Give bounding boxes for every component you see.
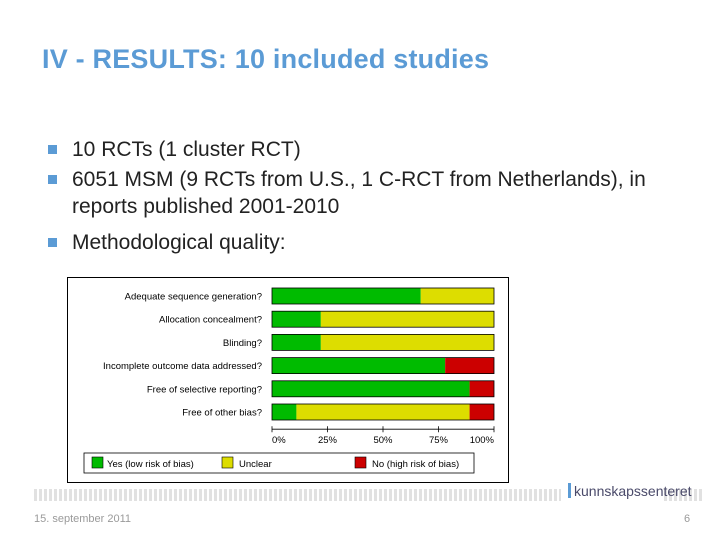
footer-date: 15. september 2011 <box>34 513 132 525</box>
legend-label: No (high risk of bias) <box>372 459 459 470</box>
bar-outline <box>271 310 495 328</box>
x-tick-label: 50% <box>373 435 393 446</box>
bullet-text: 10 RCTs (1 cluster RCT) <box>72 138 301 161</box>
risk-of-bias-chart: Adequate sequence generation? Allocation … <box>67 277 509 483</box>
x-tick-label: 0% <box>272 435 286 446</box>
bar-segment-0 <box>272 288 421 304</box>
bar-segment-2 <box>469 404 494 420</box>
category-label: Adequate sequence generation? <box>125 292 262 303</box>
bar-segment-0 <box>272 404 297 420</box>
bar-segment-2 <box>469 380 494 397</box>
bullet-square-icon <box>48 238 57 247</box>
legend-swatch <box>221 456 234 469</box>
x-tick-label: 25% <box>318 435 338 446</box>
x-tick-label: 100% <box>470 435 495 446</box>
bar-segment-0 <box>272 357 446 374</box>
bullet-item: Methodological quality: <box>48 229 708 256</box>
logo-mark-icon <box>568 483 571 498</box>
bullet-item: 10 RCTs (1 cluster RCT) <box>48 136 708 163</box>
legend-swatch <box>91 456 104 469</box>
logo: kunnskapssenteret <box>568 483 692 499</box>
bullet-text: Methodological quality: <box>72 231 286 254</box>
x-tick-label: 75% <box>429 435 449 446</box>
bar-segment-1 <box>296 404 470 420</box>
bar-outline <box>271 403 495 421</box>
category-label: Allocation concealment? <box>159 315 262 326</box>
footer-pattern-bar <box>34 489 561 501</box>
legend-box <box>83 452 475 474</box>
logo-text: kunnskapssenteret <box>574 483 692 499</box>
bar-outline <box>271 357 495 374</box>
legend-swatch <box>354 456 367 469</box>
category-label: Free of selective reporting? <box>147 384 262 395</box>
bullet-text: 6051 MSM (9 RCTs from U.S., 1 C-RCT from… <box>72 168 646 218</box>
bar-outline <box>271 380 495 398</box>
bar-segment-1 <box>320 311 494 328</box>
bar-segment-1 <box>420 288 494 304</box>
page-number: 6 <box>684 513 691 525</box>
bar-segment-0 <box>272 311 321 328</box>
legend-label: Yes (low risk of bias) <box>107 459 194 470</box>
category-label: Blinding? <box>223 338 262 349</box>
bullet-square-icon <box>48 145 57 154</box>
bar-segment-2 <box>445 357 494 374</box>
bar-segment-0 <box>272 380 470 397</box>
bullet-item: 6051 MSM (9 RCTs from U.S., 1 C-RCT from… <box>48 166 708 220</box>
risk-of-bias-chart-svg: Adequate sequence generation? Allocation … <box>67 277 509 483</box>
bullet-square-icon <box>48 175 57 184</box>
chart-frame <box>67 277 509 483</box>
legend-label: Unclear <box>239 459 272 470</box>
bar-outline <box>271 287 495 305</box>
footer-pattern-bar <box>664 489 704 501</box>
bar-segment-0 <box>272 334 321 351</box>
category-label: Free of other bias? <box>182 408 262 419</box>
bar-segment-1 <box>320 334 494 351</box>
bullet-list: 10 RCTs (1 cluster RCT) 6051 MSM (9 RCTs… <box>48 136 708 256</box>
category-label: Incomplete outcome data addressed? <box>103 361 262 372</box>
slide-title: IV - RESULTS: 10 included studies <box>42 44 490 74</box>
bar-outline <box>271 334 495 351</box>
